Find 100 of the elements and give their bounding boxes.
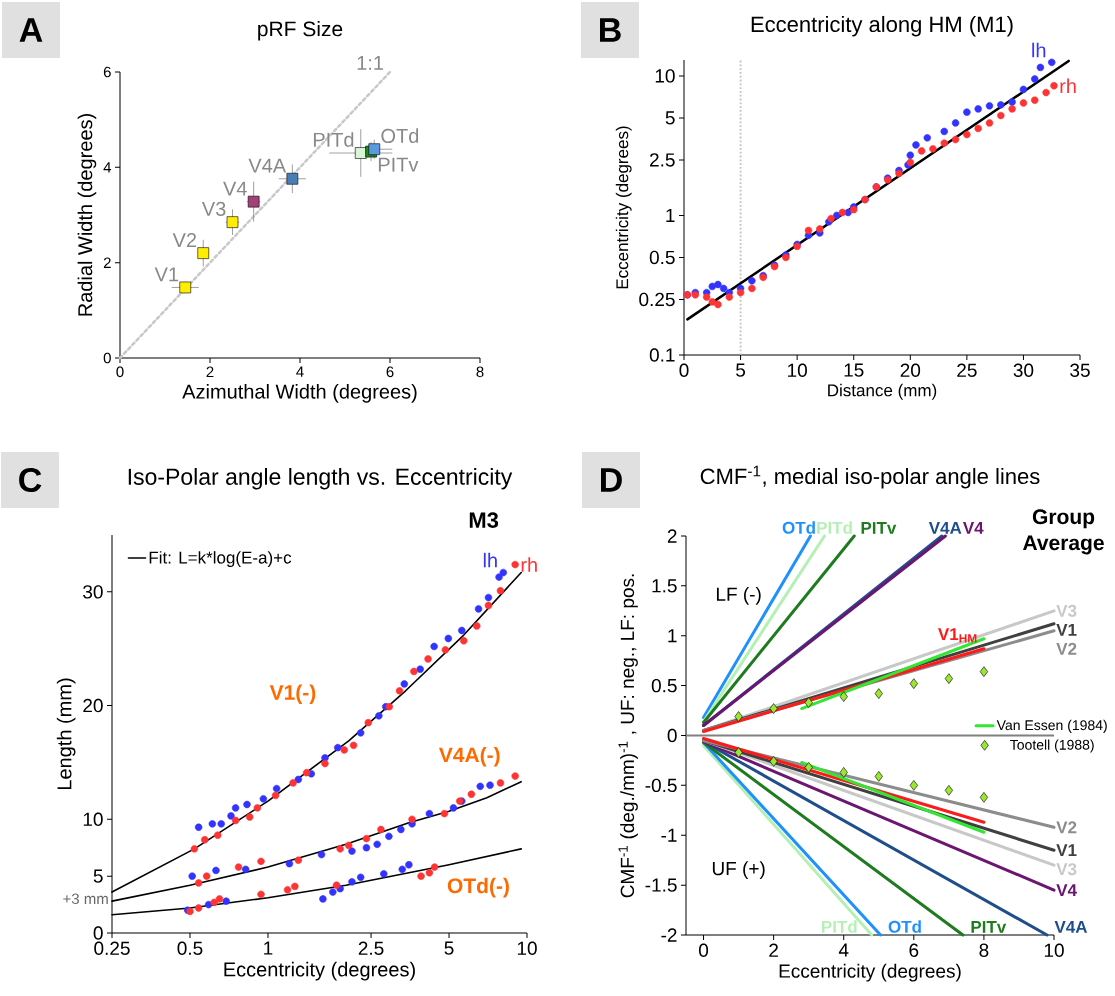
y-tick-label: 0: [93, 926, 103, 940]
annotation: Group Average: [1023, 509, 1104, 555]
y-tick-label: 0.5: [651, 678, 677, 693]
x-tick-label: 10: [1044, 943, 1064, 957]
y-tick-label: 1.5: [652, 579, 677, 593]
chart-title: pRF Size: [258, 20, 343, 41]
series-label: V2: [172, 232, 197, 247]
y-tick-label: -0.5: [645, 778, 677, 793]
text: D: [601, 468, 622, 492]
x-tick-label: 30: [1013, 363, 1034, 377]
annotation: OTd(-): [447, 877, 509, 898]
y-axis-title: CMF$^{-1}$ (deg./mm)$^{-1}$ , UF: neg., LF: pos.: [618, 574, 638, 898]
x-tick-label: 1: [264, 941, 273, 955]
x-tick-label: 0: [116, 366, 124, 378]
series-label: V4A: [248, 158, 287, 173]
series-label: OTd: [888, 920, 921, 933]
series-label: PITv: [861, 522, 897, 534]
x-tick-label: 2: [769, 943, 778, 957]
x-tick-label: 5: [736, 363, 746, 377]
series-label: lh: [1032, 42, 1046, 58]
series-label: V1: [154, 267, 179, 282]
series-label: PITd: [822, 920, 857, 933]
series-label: PITd: [817, 521, 852, 534]
y-tick-label: 0: [103, 352, 111, 364]
series-label: V2: [1056, 821, 1077, 834]
text: +3 mm: [63, 893, 108, 905]
y-tick-label: 10: [655, 69, 675, 83]
series-label: OTd: [381, 128, 419, 144]
series-label: V4: [962, 522, 984, 534]
series-label: PITv: [971, 921, 1007, 933]
text: B: [600, 18, 621, 42]
series-label: lh: [483, 552, 497, 568]
series-label: PITd: [313, 132, 354, 147]
y-tick-label: 30: [83, 585, 103, 599]
y-tick-label: 0.25: [639, 292, 675, 307]
series-label: V4A: [928, 522, 962, 534]
y-tick-label: 10: [83, 812, 103, 827]
x-tick-label: 4: [838, 943, 849, 957]
series-label: rh: [1060, 78, 1076, 93]
series-label: V4: [1056, 884, 1077, 896]
y-tick-label: 20: [83, 698, 103, 713]
y-tick-label: 2: [103, 257, 111, 268]
text: C: [19, 467, 42, 493]
legend-label: Fit: L=k*log(E-a)+c: [149, 551, 292, 567]
x-tick-label: 6: [386, 366, 394, 378]
x-tick-label: 10: [788, 363, 807, 377]
x-tick-label: 5: [444, 941, 454, 955]
x-tick-label: 20: [900, 363, 921, 377]
x-tick-label: 8: [979, 943, 989, 957]
x-tick-label: 2: [206, 366, 214, 377]
annotation: LF (-): [716, 586, 761, 605]
y-tick-label: 0.1: [649, 348, 675, 362]
x-tick-label: 25: [957, 363, 977, 377]
x-axis-title: Azimuthal Width (degrees): [182, 384, 417, 403]
y-tick-label: -1.5: [645, 878, 677, 892]
series-label: V3: [201, 201, 226, 216]
y-tick-label: 5: [93, 869, 103, 883]
x-tick-label: 4: [296, 366, 304, 377]
annotation: UF (+): [712, 861, 765, 880]
y-axis-title: Radial Width (degrees): [77, 114, 97, 316]
y-tick-label: 1: [666, 208, 675, 222]
text: M3: [469, 512, 499, 528]
legend-label: Tootell (1988): [1010, 739, 1094, 753]
series-label: V4A: [1054, 921, 1088, 933]
y-tick-label: 2.5: [650, 153, 675, 167]
series-label: V4: [223, 181, 247, 196]
text: A: [19, 18, 43, 42]
y-tick-label: -1: [661, 828, 677, 842]
x-tick-label: 6: [909, 943, 919, 957]
x-tick-label: 0: [679, 363, 689, 377]
x-axis-title: Eccentricity (degrees): [779, 963, 961, 982]
series-label: rh: [521, 557, 537, 572]
chart-title: Eccentricity along HM (M1): [751, 15, 1013, 37]
x-tick-label: 35: [1070, 363, 1090, 377]
x-tick-label: 8: [476, 366, 484, 378]
legend-label: Van Essen (1984): [996, 719, 1107, 733]
annotation: V4A(-): [438, 746, 500, 767]
y-axis-title: Eccentricity (degrees): [615, 126, 632, 289]
y-tick-label: 5: [665, 111, 675, 125]
x-tick-label: 10: [517, 941, 537, 955]
series-label: 1:1: [357, 56, 384, 70]
y-axis-title: Length (mm): [56, 678, 76, 790]
series-label: PITv: [378, 157, 419, 172]
y-tick-label: 2: [667, 529, 677, 543]
series-label: OTd: [782, 521, 815, 534]
x-tick-label: 0.5: [177, 941, 203, 955]
x-tick-label: 2.5: [358, 941, 384, 955]
y-tick-label: 0.5: [649, 250, 675, 265]
series-label: V1: [1056, 623, 1077, 636]
series-label: V2: [1056, 642, 1077, 655]
x-axis-title: Eccentricity (degrees): [224, 961, 415, 981]
x-tick-label: 15: [844, 363, 864, 377]
y-tick-label: 0: [667, 728, 677, 743]
x-tick-label: 0: [698, 943, 709, 957]
y-tick-label: 4: [103, 162, 112, 173]
series-label: V1$_{HM}$: [938, 628, 977, 643]
x-axis-title: Distance (mm): [828, 383, 937, 400]
annotation: V1(-): [269, 684, 316, 704]
chart-title: Iso-Polar angle length vs. Eccentricity: [128, 468, 513, 490]
y-tick-label: -2: [661, 928, 677, 942]
